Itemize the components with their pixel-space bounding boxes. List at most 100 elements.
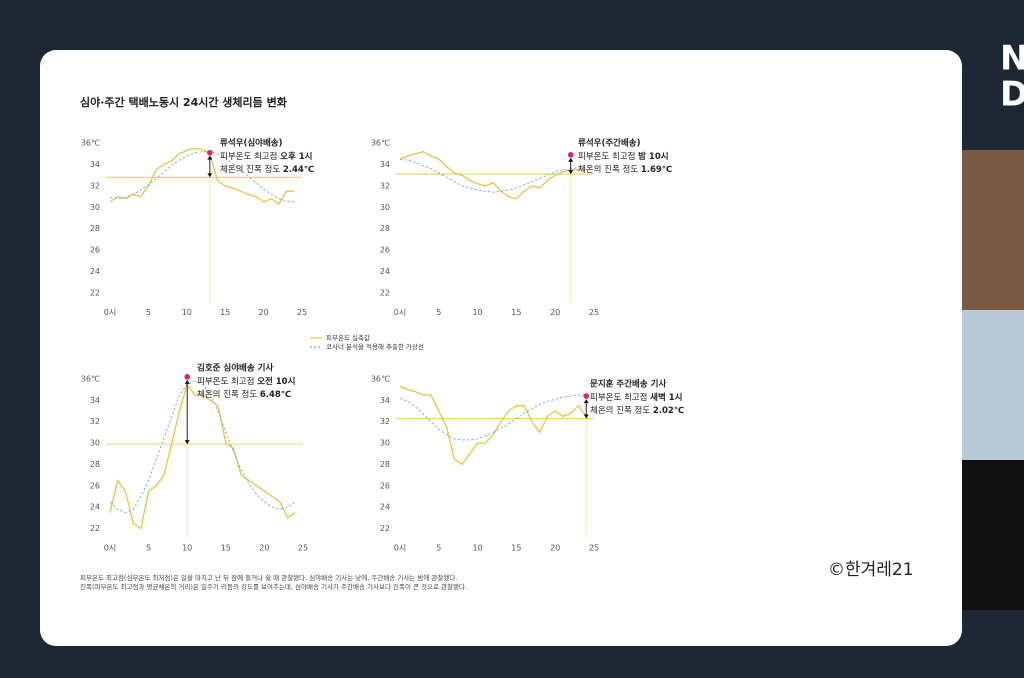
corner-text: N bbox=[1000, 39, 1024, 79]
y-tick-label: 32 bbox=[380, 417, 390, 426]
y-tick-label: 36℃ bbox=[81, 374, 100, 383]
x-tick-label: 5 bbox=[146, 308, 151, 317]
slide bbox=[40, 50, 962, 646]
studio-desk bbox=[962, 460, 1024, 610]
note: 진폭(피부온도 최고점과 평균체온의 거리)은 일주기 리듬의 강도를 보여주는… bbox=[80, 582, 467, 591]
y-tick-label: 30 bbox=[380, 203, 390, 212]
y-tick-label: 30 bbox=[90, 439, 100, 448]
y-tick-label: 28 bbox=[380, 224, 390, 233]
y-tick-label: 36℃ bbox=[371, 374, 390, 383]
annotation-amplitude: 체온의 진폭 정도 1.69℃ bbox=[578, 164, 672, 175]
y-tick-label: 30 bbox=[90, 203, 100, 212]
y-tick-label: 34 bbox=[380, 396, 390, 405]
y-tick-label: 22 bbox=[90, 524, 100, 533]
y-tick-label: 24 bbox=[90, 503, 100, 512]
corner-text: DA bbox=[1000, 75, 1024, 115]
y-tick-label: 32 bbox=[90, 181, 100, 190]
annotation-text: 체온의 진폭 정도 bbox=[220, 164, 283, 175]
studio-wall bbox=[962, 150, 1024, 310]
x-tick-label: 0시 bbox=[104, 308, 116, 317]
y-tick-label: 22 bbox=[380, 288, 390, 297]
arrow-head bbox=[568, 170, 574, 175]
peak-dot bbox=[567, 151, 574, 158]
y-tick-label: 26 bbox=[380, 481, 390, 490]
annotation-value: 1.69℃ bbox=[641, 165, 672, 175]
annotation-value: 오전 10시 bbox=[257, 376, 295, 387]
arrow-head bbox=[568, 157, 574, 162]
x-tick-label: 20 bbox=[550, 544, 560, 553]
x-tick-label: 5 bbox=[436, 308, 441, 317]
annotation-amplitude: 체온의 진폭 정도 2.44℃ bbox=[220, 164, 314, 175]
x-tick-label: 15 bbox=[220, 308, 230, 317]
annotation-name: 류석우(주간배송) bbox=[578, 138, 641, 149]
y-tick-label: 24 bbox=[380, 503, 390, 512]
y-tick-label: 28 bbox=[380, 460, 390, 469]
y-tick-label: 34 bbox=[90, 160, 100, 169]
x-tick-label: 25 bbox=[589, 308, 599, 317]
annotation-value: 2.02℃ bbox=[653, 406, 684, 416]
y-tick-label: 24 bbox=[90, 267, 100, 276]
y-tick-label: 32 bbox=[90, 417, 100, 426]
x-tick-label: 10 bbox=[182, 308, 192, 317]
x-tick-label: 10 bbox=[182, 544, 192, 553]
annotation-text: 체온의 진폭 정도 bbox=[197, 389, 260, 400]
annotation-text: 피부온도 최고점 bbox=[578, 151, 638, 162]
peak-dot bbox=[207, 149, 213, 156]
arrow-head bbox=[583, 414, 589, 419]
slide-title: 심야·주간 택배노동시 24시간 생체리듬 변화 bbox=[80, 95, 287, 109]
y-tick-label: 36℃ bbox=[81, 139, 100, 148]
studio-person bbox=[962, 310, 1024, 460]
annotation-peak: 피부온도 최고점 밤 10시 bbox=[578, 151, 669, 162]
y-tick-label: 36℃ bbox=[371, 139, 390, 148]
annotation-text: 피부온도 최고점 bbox=[590, 392, 650, 403]
x-tick-label: 25 bbox=[297, 308, 307, 317]
annotation-value: 밤 10시 bbox=[638, 151, 668, 162]
series-line bbox=[109, 151, 295, 203]
x-tick-label: 15 bbox=[511, 544, 521, 553]
y-tick-label: 34 bbox=[380, 160, 390, 169]
y-tick-label: 22 bbox=[380, 524, 390, 533]
x-tick-label: 5 bbox=[146, 544, 151, 553]
series-line bbox=[399, 150, 587, 200]
y-tick-label: 24 bbox=[380, 267, 390, 276]
peak-dot bbox=[184, 374, 190, 380]
x-tick-label: 5 bbox=[436, 544, 441, 553]
series-line bbox=[109, 147, 295, 206]
x-tick-label: 0시 bbox=[104, 544, 116, 553]
annotation-value: 6.48℃ bbox=[260, 390, 291, 400]
x-tick-label: 10 bbox=[473, 308, 483, 317]
credit: ©한겨레21 bbox=[828, 560, 914, 580]
annotation-text: 체온의 진폭 정도 bbox=[578, 164, 641, 175]
arrow-head bbox=[184, 379, 190, 384]
annotation-amplitude: 체온의 진폭 정도 6.48℃ bbox=[197, 389, 291, 400]
annotation-text: 피부온도 최고점 bbox=[220, 151, 280, 162]
legend-label: 코사너 분석을 적용해 추출한 가상선 bbox=[326, 342, 424, 351]
arrow-head bbox=[583, 399, 589, 404]
arrow-head bbox=[184, 440, 190, 445]
annotation-value: 새벽 1시 bbox=[650, 392, 682, 403]
y-tick-label: 26 bbox=[90, 481, 100, 490]
series-line bbox=[109, 380, 296, 514]
annotation-amplitude: 체온의 진폭 정도 2.02℃ bbox=[590, 405, 684, 416]
legend-label: 피부온도 실측값 bbox=[326, 333, 370, 342]
annotation-peak: 피부온도 최고점 오전 10시 bbox=[197, 376, 295, 387]
y-tick-label: 34 bbox=[90, 396, 100, 405]
x-tick-label: 15 bbox=[221, 544, 231, 553]
annotation-name: 김호준 심야배송 기사 bbox=[197, 363, 273, 374]
series-line bbox=[399, 158, 587, 193]
annotation-peak: 피부온도 최고점 오후 1시 bbox=[220, 151, 313, 162]
annotation-text: 체온의 진폭 정도 bbox=[590, 405, 653, 416]
arrow-head bbox=[207, 173, 213, 178]
x-tick-label: 0시 bbox=[394, 308, 406, 317]
x-tick-label: 0시 bbox=[394, 544, 406, 553]
x-tick-label: 10 bbox=[473, 544, 483, 553]
y-tick-label: 32 bbox=[380, 181, 390, 190]
annotation-name: 류석우(심야배송) bbox=[220, 138, 283, 149]
x-tick-label: 25 bbox=[589, 544, 599, 553]
x-tick-label: 20 bbox=[259, 308, 269, 317]
note: 피부온도 최고점(심부온도 최저점)은 일을 마치고 난 뒤 잠에 들거나 쉴 … bbox=[80, 573, 457, 582]
x-tick-label: 15 bbox=[511, 308, 521, 317]
